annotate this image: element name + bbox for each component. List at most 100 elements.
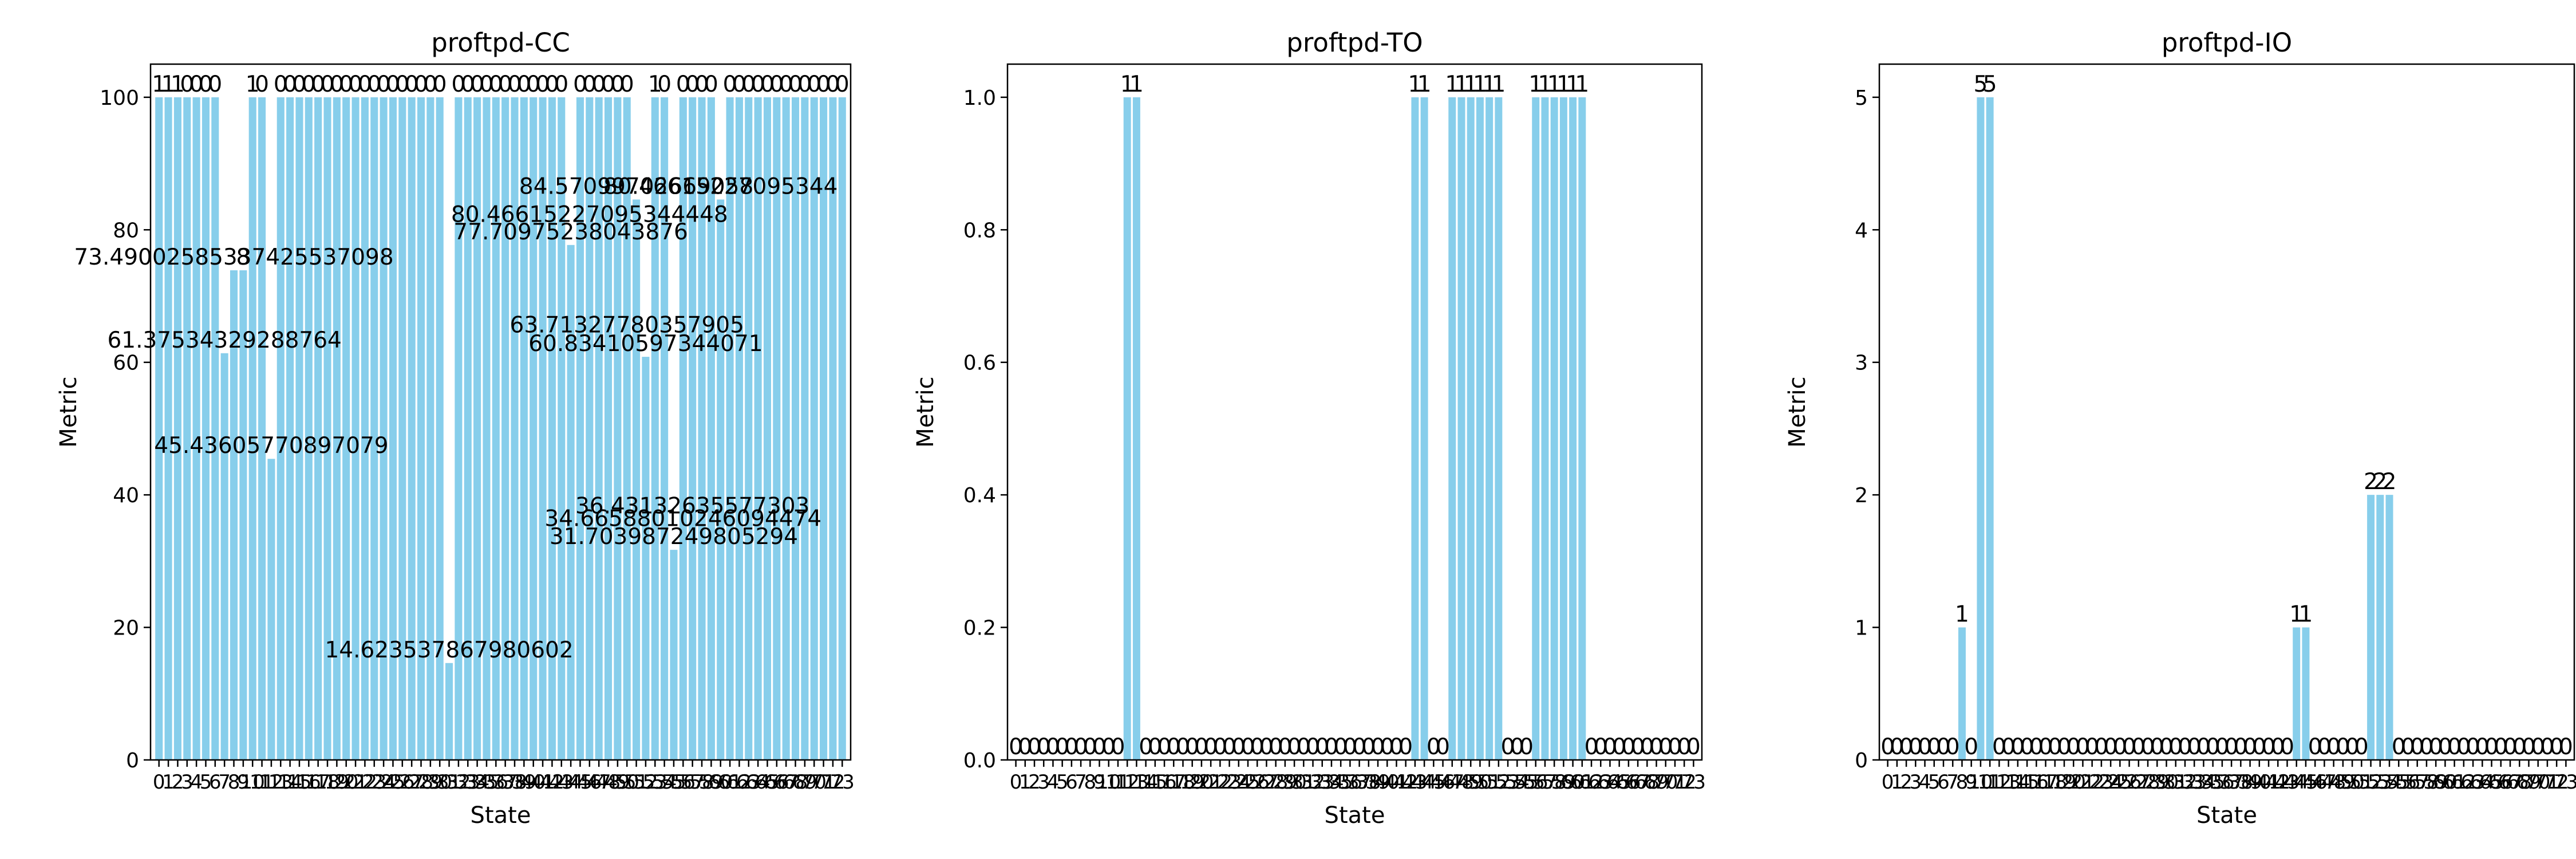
x-tick-label: 58 [2414,771,2439,794]
x-tick-label: 64 [745,771,770,794]
data-label: 1 [1556,72,1571,97]
data-label: 0 [1964,734,1978,760]
data-label: 0 [2094,734,2108,760]
data-label: 0 [554,72,568,97]
data-label: 0 [1899,734,1914,760]
data-label: 0 [1510,734,1524,760]
bar [276,97,285,760]
y-tick-label: 0.6 [963,352,996,375]
x-tick-label: 6 [1937,771,1950,794]
data-label: 0 [1259,734,1274,760]
x-tick-label: 60 [2433,771,2458,794]
data-label: 0 [2252,734,2266,760]
y-tick-label: 2 [1855,484,1868,507]
x-tick-label: 13 [1124,771,1149,794]
x-tick-label: 15 [2014,771,2039,794]
x-tick-label: 15 [1143,771,1167,794]
x-tick-label: 0 [1882,771,1894,794]
data-label: 0 [2354,734,2369,760]
x-tick-label: 12 [259,771,283,794]
data-label: 0 [1398,734,1413,760]
bar [426,97,434,760]
data-label: 60.83410597344071 [528,331,762,357]
y-tick-label: 80 [113,219,139,242]
data-label: 0 [2475,734,2490,760]
bar [2376,495,2384,760]
x-tick-label: 17 [306,771,330,794]
bar [202,97,210,760]
x-tick-label: 50 [615,771,639,794]
bar [1457,97,1465,760]
x-tick-label: 16 [297,771,321,794]
data-label: 73.49002585337425537098 [74,245,393,270]
x-tick-label: 20 [334,771,358,794]
data-label: 0 [2317,734,2332,760]
bar [1495,97,1503,760]
data-label: 0 [2215,734,2229,760]
data-label: 0 [395,72,409,97]
data-label: 0 [405,72,419,97]
x-tick-label: 25 [381,771,405,794]
data-label: 0 [321,72,335,97]
bar [248,97,256,760]
x-tick-label: 55 [1514,771,1539,794]
x-tick-label: 0 [1010,771,1022,794]
bar [820,97,828,760]
x-tick-label: 45 [568,771,592,794]
bar [417,97,425,760]
x-tick-label: 9 [237,771,250,794]
bar [1420,97,1428,760]
x-tick-label: 3 [1909,771,1922,794]
data-label: 61.37534329288764 [107,328,341,353]
data-label: 0 [1018,734,1032,760]
data-label: 1 [1417,72,1432,97]
data-label: 0 [2550,734,2564,760]
data-label: 0 [1278,734,1292,760]
data-label: 1 [1408,72,1422,97]
x-tick-label: 28 [409,771,433,794]
x-tick-label: 9 [1093,771,1106,794]
x-tick-label: 54 [1505,771,1530,794]
bar [707,97,715,760]
data-label: 0 [1594,734,1608,760]
data-label: 0 [1195,734,1209,760]
bar [286,97,294,760]
bar [1550,97,1558,760]
x-tick-label: 69 [2516,771,2541,794]
data-label: 0 [1213,734,1227,760]
annotation: 34.66588010246094474 [544,506,821,532]
x-tick-label: 11 [1105,771,1130,794]
data-label: 0 [1325,734,1339,760]
x-tick-label: 41 [1384,771,1409,794]
data-label: 0 [601,72,615,97]
data-label: 0 [2420,734,2434,760]
x-tick-label: 63 [736,771,761,794]
x-tick-label: 35 [1329,771,1353,794]
x-tick-label: 19 [1180,771,1204,794]
bar [782,97,790,760]
x-tick-label: 72 [2545,771,2569,794]
bar [763,97,772,760]
data-label: 0 [732,72,746,97]
data-label: 77.70975238043876 [453,219,688,245]
bar [698,97,706,760]
x-tick-label: 50 [2340,771,2364,794]
bar [567,245,575,761]
x-tick-label: 47 [2312,771,2337,794]
data-label: 0 [311,72,325,97]
data-label: 0 [2410,734,2424,760]
bar [1411,97,1419,760]
x-tick-label: 31 [2163,771,2188,794]
data-label: 0 [582,72,596,97]
x-tick-label: 28 [1263,771,1288,794]
data-label: 0 [685,72,700,97]
data-label: 0 [1640,734,1654,760]
data-label: 0 [1046,734,1060,760]
data-label: 0 [1185,734,1199,760]
data-label: 0 [1222,734,1236,760]
x-tick-label: 38 [502,771,527,794]
data-label: 0 [1074,734,1088,760]
x-tick-label: 52 [1486,771,1511,794]
x-tick-label: 64 [1598,771,1622,794]
x-tick-label: 1 [1019,771,1032,794]
